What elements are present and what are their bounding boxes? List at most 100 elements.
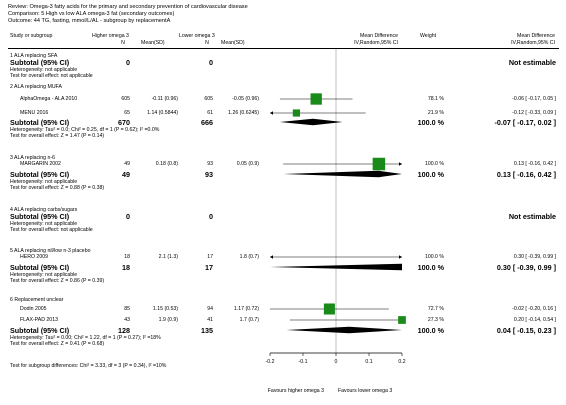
study-weight: 27.3 %	[427, 317, 444, 323]
study-weight: 78.1 %	[427, 96, 444, 102]
outcome-title: Outcome: 44 TG, fasting, mmol/L/AL - sub…	[8, 18, 171, 24]
review-title: Review: Omega-3 fatty acids for the prim…	[8, 4, 248, 10]
study-n-lower: 41	[207, 317, 213, 323]
study-name: MARGARIN 2002	[20, 161, 61, 167]
subtotal-n-lower: 17	[205, 263, 213, 272]
overall-effect-text: Test for overall effect: Z = 0.41 (P = 0…	[10, 341, 105, 347]
heterogeneity-text: Heterogeneity: Tau² = 0.00; Chi² = 1.22,…	[10, 335, 161, 341]
x-axis-tick-label: 0.1	[365, 359, 372, 365]
heterogeneity-text: Heterogeneity: not applicable	[10, 67, 78, 73]
study-weight: 100.0 %	[424, 161, 444, 167]
study-meansd-lower: 0.05 (0.9)	[236, 161, 259, 167]
col-higher-meansd: Mean(SD)	[141, 40, 165, 46]
study-ci: -0.02 [ -0.20, 0.16 ]	[512, 306, 556, 312]
subtotal-n-lower: 666	[201, 118, 213, 127]
col-lower-meansd: Mean(SD)	[221, 40, 245, 46]
subtotal-n-lower: 0	[209, 58, 213, 67]
subtotal-weight: 100.0 %	[417, 326, 444, 335]
col-md-title-right: Mean Difference	[517, 33, 555, 39]
overall-effect-text: Test for overall effect: Z = 0.88 (P = 0…	[10, 185, 105, 191]
col-higher-group: Higher omega 3	[92, 33, 129, 39]
col-lower-n: N	[205, 40, 209, 46]
study-ci: 0.30 [ -0.39, 0.99 ]	[513, 254, 556, 260]
study-meansd-lower: 1.7 (0.7)	[239, 317, 259, 323]
overall-effect-text: Test for overall effect: Z = 1.47 (P = 0…	[10, 133, 105, 139]
x-axis-tick-label: -0.2	[266, 359, 275, 365]
subtotal-weight: 100.0 %	[417, 118, 444, 127]
col-weight: Weight	[420, 33, 437, 39]
study-marker	[398, 316, 406, 324]
col-md-title: Mean Difference	[360, 33, 398, 39]
subtotal-diamond	[283, 170, 402, 178]
study-weight: 72.7 %	[427, 306, 444, 312]
study-n-higher: 49	[124, 161, 130, 167]
subtotal-ci: -0.07 [ -0.17, 0.02 ]	[494, 118, 556, 127]
subtotal-n-higher: 49	[122, 170, 130, 179]
ci-arrow	[270, 255, 273, 259]
study-name: MENU 2016	[20, 110, 49, 116]
subgroup-title: 6 Replacement unclear	[10, 297, 64, 303]
heterogeneity-text: Heterogeneity: Tau² = 0.0; Chi² = 0.25, …	[10, 127, 160, 133]
study-marker	[292, 109, 300, 117]
comparison-title: Comparison: 5 High vs low ALA omega-3 fa…	[8, 11, 175, 17]
study-n-lower: 61	[207, 110, 213, 116]
subtotal-label: Subtotal (95% CI)	[10, 326, 70, 335]
col-study: Study or subgroup	[10, 33, 53, 39]
study-name: HERO 2009	[20, 254, 48, 260]
subtotal-label: Subtotal (95% CI)	[10, 263, 70, 272]
study-meansd-lower: 1.8 (0.7)	[239, 254, 259, 260]
study-meansd-higher: 0.18 (0.8)	[155, 161, 178, 167]
overall-effect-text: Test for overall effect: not applicable	[10, 73, 93, 79]
study-name: FLAX-PAD 2013	[20, 317, 58, 323]
subtotal-n-higher: 18	[122, 263, 130, 272]
subtotal-diamond	[286, 326, 402, 334]
subtotal-n-higher: 0	[126, 212, 130, 221]
subtotal-label: Subtotal (95% CI)	[10, 212, 70, 221]
subtotal-label: Subtotal (95% CI)	[10, 118, 70, 127]
study-meansd-higher: 2.1 (1.3)	[158, 254, 178, 260]
heterogeneity-text: Heterogeneity: not applicable	[10, 221, 78, 227]
subtotal-ci: Not estimable	[508, 58, 556, 67]
study-ci: -0.12 [ -0.33, 0.09 ]	[512, 110, 556, 116]
heterogeneity-text: Heterogeneity: not applicable	[10, 272, 78, 278]
x-axis-tick-label: 0	[335, 359, 338, 365]
subgroup-title: 3 ALA replacing n-6	[10, 155, 55, 161]
study-weight: 21.9 %	[427, 110, 444, 116]
header-rule	[8, 48, 559, 49]
subtotal-n-lower: 135	[201, 326, 213, 335]
subtotal-n-lower: 0	[209, 212, 213, 221]
study-n-lower: 17	[207, 254, 213, 260]
subtotal-n-lower: 93	[205, 170, 213, 179]
study-meansd-higher: 1.9 (0.9)	[158, 317, 178, 323]
study-n-lower: 94	[207, 306, 213, 312]
subtotal-weight: 100.0 %	[417, 170, 444, 179]
study-marker	[372, 157, 386, 171]
study-n-higher: 65	[124, 110, 130, 116]
subtotal-n-higher: 128	[118, 326, 130, 335]
subtotal-n-higher: 670	[118, 118, 130, 127]
x-axis-tick-label: 0.2	[398, 359, 405, 365]
study-n-higher: 605	[121, 96, 130, 102]
subgroup-differences-text: Test for subgroup differences: Chi² = 3.…	[10, 363, 167, 369]
study-meansd-higher: -0.11 (0.96)	[151, 96, 178, 102]
overall-effect-text: Test for overall effect: not applicable	[10, 227, 93, 233]
col-md-method: IV,Random,95% CI	[354, 40, 398, 46]
overall-effect-text: Test for overall effect: Z = 0.86 (P = 0…	[10, 278, 105, 284]
subtotal-label: Subtotal (95% CI)	[10, 58, 70, 67]
study-n-higher: 18	[124, 254, 130, 260]
col-md-method-right: IV,Random,95% CI	[511, 40, 555, 46]
study-meansd-lower: 1.26 (0.6245)	[228, 110, 259, 116]
subtotal-weight: 100.0 %	[417, 263, 444, 272]
subtotal-n-higher: 0	[126, 58, 130, 67]
subtotal-ci: 0.04 [ -0.15, 0.23 ]	[496, 326, 556, 335]
subtotal-ci: 0.13 [ -0.16, 0.42 ]	[496, 170, 556, 179]
subgroup-title: 4 ALA replacing carbs/sugars	[10, 207, 78, 213]
study-meansd-higher: 1.15 (0.53)	[152, 306, 178, 312]
ci-arrow	[270, 111, 273, 115]
subtotal-ci: 0.30 [ -0.39, 0.99 ]	[496, 263, 556, 272]
study-n-lower: 93	[207, 161, 213, 167]
study-n-lower: 605	[204, 96, 213, 102]
study-marker	[323, 303, 335, 315]
